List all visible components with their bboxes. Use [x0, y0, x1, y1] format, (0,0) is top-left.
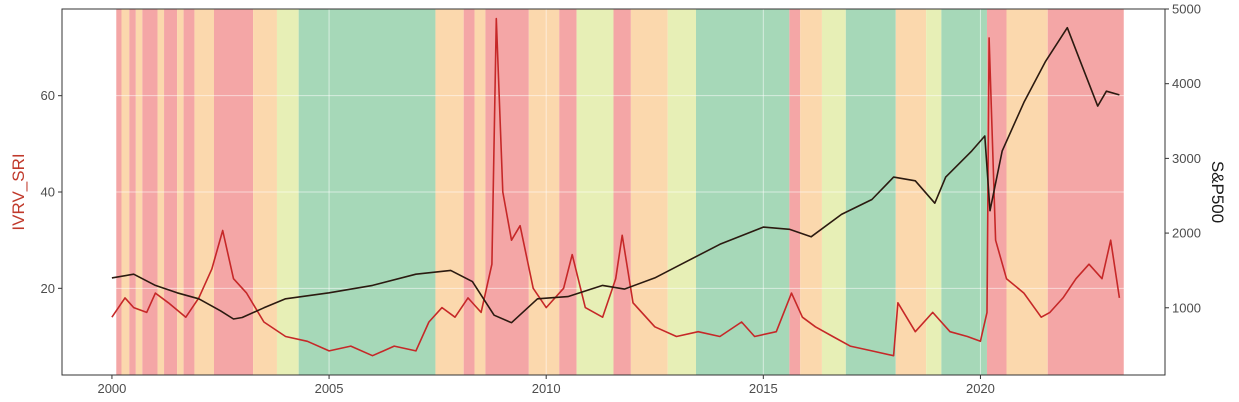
series-lines	[111, 17, 1121, 357]
x-tick-label: 2005	[315, 381, 344, 396]
gridlines	[62, 9, 1165, 375]
y-right-tick-label: 3000	[1172, 151, 1201, 166]
y-axis-left-label: IVRV_SRI	[9, 153, 28, 230]
series-line-ivrv-sri	[111, 17, 1121, 357]
y-left-tick-label: 40	[41, 185, 55, 200]
x-tick-label: 2015	[749, 381, 778, 396]
y-axis-left: 20 40 60	[41, 88, 62, 296]
x-tick-label: 2010	[532, 381, 561, 396]
y-axis-right-label: S&P500	[1208, 161, 1227, 223]
y-left-tick-label: 20	[41, 281, 55, 296]
series-line-sp500	[111, 26, 1120, 324]
y-left-tick-label: 60	[41, 88, 55, 103]
y-right-tick-label: 2000	[1172, 226, 1201, 241]
y-right-tick-label: 1000	[1172, 300, 1201, 315]
x-axis: 2000 2005 2010 2015 2020	[97, 375, 995, 396]
x-tick-label: 2000	[97, 381, 126, 396]
y-axis-right: 1000 2000 3000 4000 5000	[1165, 2, 1201, 315]
x-tick-label: 2020	[966, 381, 995, 396]
y-right-tick-label: 5000	[1172, 2, 1201, 17]
y-right-tick-label: 4000	[1172, 76, 1201, 91]
